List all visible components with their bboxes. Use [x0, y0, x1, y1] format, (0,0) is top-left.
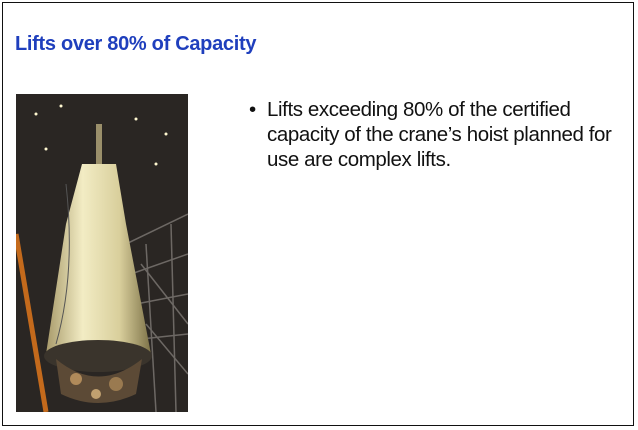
photo [16, 94, 188, 412]
slide: Lifts over 80% of Capacity Lifts exceedi… [2, 2, 634, 426]
bullet-list: Lifts exceeding 80% of the certified cap… [247, 97, 622, 172]
bullet: Lifts exceeding 80% of the certified cap… [247, 97, 622, 172]
slide-title: Lifts over 80% of Capacity [15, 33, 256, 56]
page: Lifts over 80% of Capacity Lifts exceedi… [0, 0, 638, 430]
